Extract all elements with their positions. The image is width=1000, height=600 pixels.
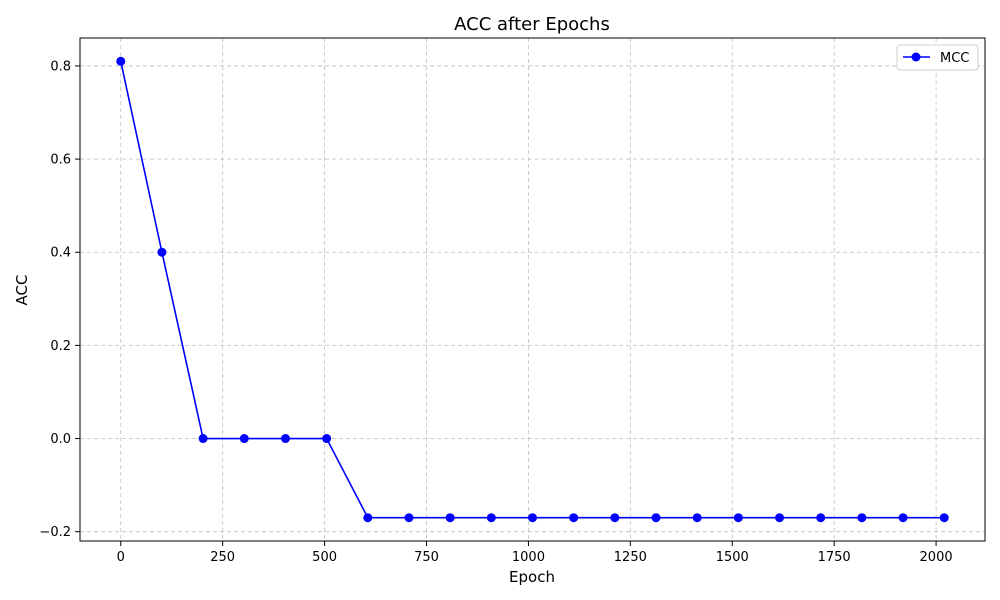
data-point [816, 513, 826, 523]
x-tick-label: 1500 [716, 550, 749, 565]
data-point [692, 513, 702, 523]
data-point [733, 513, 743, 523]
y-axis-label: ACC [13, 275, 31, 306]
x-tick-label: 750 [414, 550, 439, 565]
chart-title: ACC after Epochs [454, 14, 610, 35]
data-point [239, 434, 249, 444]
x-axis-label: Epoch [509, 568, 555, 586]
data-point [404, 513, 414, 523]
data-point [857, 513, 867, 523]
data-point [445, 513, 455, 523]
data-point [198, 434, 208, 444]
data-point [898, 513, 908, 523]
series-line-mcc [119, 61, 945, 519]
y-tick-label: 0.8 [50, 59, 71, 74]
x-tick-label: 2000 [920, 550, 953, 565]
data-point [610, 513, 620, 523]
legend: MCC [896, 44, 979, 71]
series-layer [116, 56, 949, 523]
data-point [116, 56, 126, 66]
data-point [775, 513, 785, 523]
data-point [939, 513, 949, 523]
plot-frame [79, 37, 986, 542]
y-tick-label: 0.0 [50, 432, 71, 447]
y-tick-label: −0.2 [39, 525, 71, 540]
x-axis-ticks: 0 250 500 750 1000 1250 1500 1750 2000 [117, 541, 953, 565]
y-tick-label: 0.4 [50, 246, 71, 261]
legend-marker-sample [911, 52, 921, 62]
data-point [486, 513, 496, 523]
y-tick-label: 0.6 [50, 153, 71, 168]
legend-box [896, 44, 979, 71]
x-tick-label: 250 [210, 550, 235, 565]
y-axis-ticks: −0.2 0.0 0.2 0.4 0.6 0.8 [39, 59, 80, 540]
x-tick-label: 0 [117, 550, 125, 565]
data-point [569, 513, 579, 523]
data-point [322, 434, 332, 444]
data-point [651, 513, 661, 523]
data-point [363, 513, 373, 523]
x-tick-label: 1750 [818, 550, 851, 565]
data-point [528, 513, 537, 523]
data-point [280, 434, 290, 444]
x-tick-label: 1250 [614, 550, 647, 565]
legend-entry-mcc: MCC [940, 51, 969, 66]
data-point [157, 247, 167, 257]
x-tick-label: 1000 [512, 550, 545, 565]
x-tick-label: 500 [312, 550, 337, 565]
y-tick-label: 0.2 [50, 339, 71, 354]
grid [80, 38, 985, 541]
